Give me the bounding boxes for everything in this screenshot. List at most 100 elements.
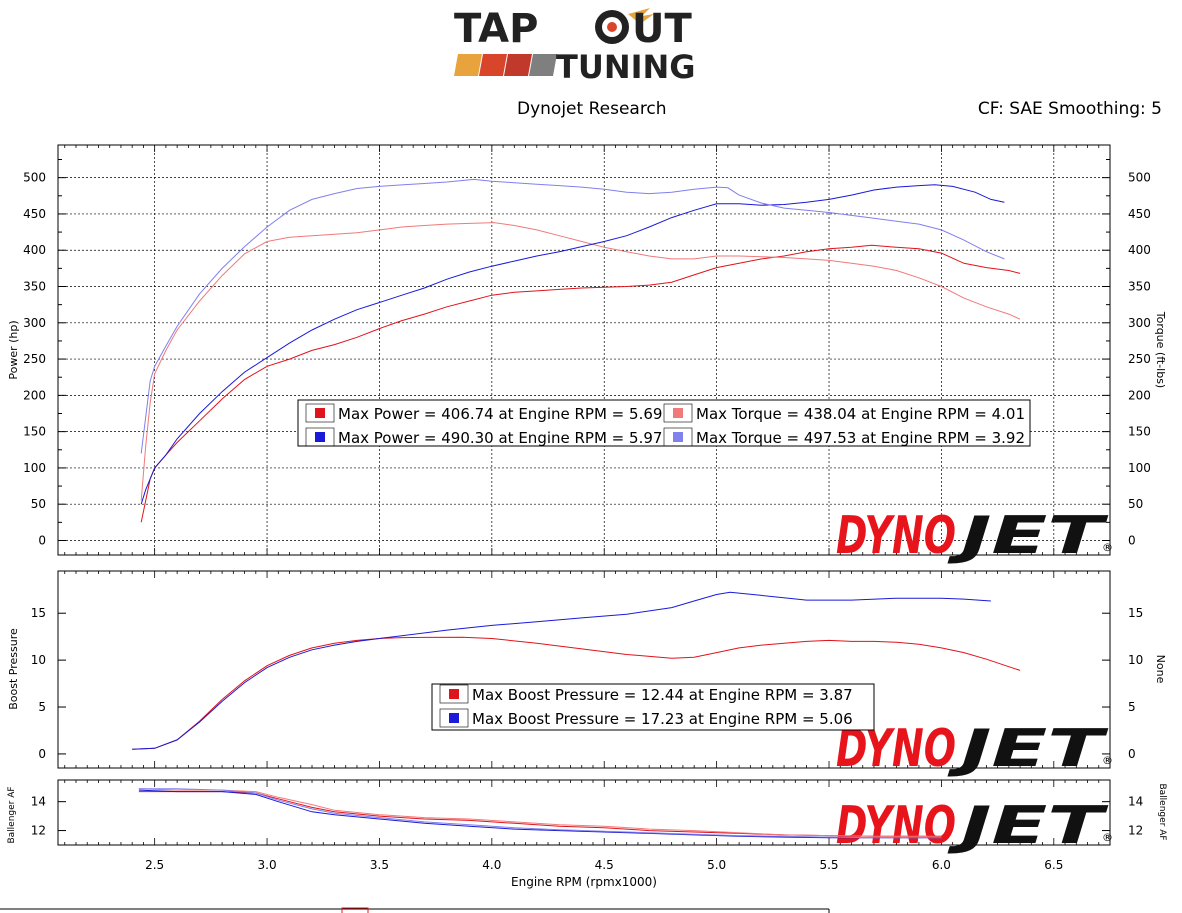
y-tick-label-right: 150: [1128, 425, 1151, 439]
y-tick-label-right: 50: [1128, 497, 1143, 511]
x-tick-label: 2.5: [145, 858, 164, 872]
y-tick-label: 50: [31, 497, 46, 511]
legend-swatch: [315, 432, 325, 442]
logo-bar: [504, 54, 532, 76]
y-tick-label: 300: [23, 316, 46, 330]
logo-bar: [529, 54, 557, 76]
watermark-jet: JET: [947, 719, 1109, 779]
y-tick-label: 12: [31, 824, 46, 838]
legend-entry: Max Torque = 497.53 at Engine RPM = 3.92: [696, 429, 1025, 447]
series-afr-1: [138, 788, 942, 837]
watermark-jet: JET: [947, 506, 1109, 566]
legend-swatch-frame: [663, 403, 693, 423]
y-tick-label: 100: [23, 461, 46, 475]
y-tick-label-right: 5: [1128, 700, 1136, 714]
watermark-registered: ®: [1102, 831, 1113, 844]
y-tick-label-right: 250: [1128, 352, 1151, 366]
y-tick-label-right: 0: [1128, 533, 1136, 547]
series-power-0: [140, 244, 1021, 523]
legend-entry: Max Power = 490.30 at Engine RPM = 5.97: [338, 429, 662, 447]
series-afr-3: [138, 788, 942, 839]
legend-swatch: [315, 408, 325, 418]
logo-text-tap: TAP: [454, 6, 538, 52]
x-tick-label: 6.0: [932, 858, 951, 872]
legend-entry: Max Power = 406.74 at Engine RPM = 5.69: [338, 405, 662, 423]
legend-swatch: [673, 408, 683, 418]
boost-panel-frame: [57, 570, 1111, 769]
bottom-legend-swatch: [341, 907, 369, 913]
legend-swatch-frame: [305, 427, 335, 447]
legend-entry: Max Torque = 438.04 at Engine RPM = 4.01: [696, 405, 1025, 423]
series-power-3: [140, 178, 1005, 454]
legend-swatch-frame: [663, 427, 693, 447]
report-title: Dynojet Research: [517, 99, 667, 119]
y-tick-label-right: 350: [1128, 280, 1151, 294]
y-tick-label-right: 450: [1128, 207, 1151, 221]
x-tick-label: 3.0: [258, 858, 277, 872]
series-boost-1: [132, 591, 991, 750]
y-tick-label-right: 500: [1128, 171, 1151, 185]
logo-bar: [454, 54, 482, 76]
legend-entry: Max Boost Pressure = 12.44 at Engine RPM…: [472, 686, 853, 704]
y-tick-label: 500: [23, 171, 46, 185]
y-tick-label: 15: [31, 606, 46, 620]
y-tick-label: 5: [38, 700, 46, 714]
y-tick-label: 0: [38, 747, 46, 761]
x-tick-label: 6.5: [1044, 858, 1063, 872]
y-tick-label: 250: [23, 352, 46, 366]
series-power-2: [140, 184, 1005, 505]
logo-text-tuning: TUNING: [556, 48, 696, 84]
legend-swatch-frame: [439, 684, 469, 704]
legend-swatch: [673, 432, 683, 442]
y-tick-label-right: 400: [1128, 243, 1151, 257]
afr-panel-frame: [57, 779, 1111, 846]
y-tick-label: 10: [31, 653, 46, 667]
watermark-jet: JET: [947, 796, 1109, 856]
y-tick-label-right: 14: [1128, 795, 1143, 809]
x-tick-label: 3.5: [370, 858, 389, 872]
y-tick-label: 350: [23, 280, 46, 294]
legend-swatch: [449, 713, 459, 723]
y-tick-label-right: 200: [1128, 388, 1151, 402]
y-tick-label: 450: [23, 207, 46, 221]
series-boost-0: [132, 636, 1021, 750]
power-panel-frame: [57, 144, 1111, 556]
y-tick-label-right: 300: [1128, 316, 1151, 330]
y-tick-label: 150: [23, 425, 46, 439]
legend-entry: Max Boost Pressure = 17.23 at Engine RPM…: [472, 710, 853, 728]
series-lines: [132, 178, 1021, 839]
boost-legend-box: [431, 683, 875, 731]
legend-swatch-frame: [439, 708, 469, 728]
watermark-registered: ®: [1102, 754, 1113, 767]
x-tick-label: 4.5: [595, 858, 614, 872]
correction-factor-info: CF: SAE Smoothing: 5: [977, 99, 1162, 119]
y-tick-label: 14: [31, 795, 46, 809]
power-ylabel: Power (hp): [7, 320, 20, 379]
y-tick-label: 200: [23, 388, 46, 402]
y-tick-label-right: 0: [1128, 747, 1136, 761]
y-tick-label-right: 100: [1128, 461, 1151, 475]
afr-ylabel-right: Ballenger AF: [1157, 783, 1167, 840]
watermark-dyno: DYNO: [836, 796, 956, 856]
watermark-registered: ®: [1102, 541, 1113, 554]
grid-lines: [58, 145, 1110, 555]
logo-text-ut: UT: [632, 6, 692, 52]
y-tick-label-right: 10: [1128, 653, 1143, 667]
legend-swatch: [449, 689, 459, 699]
series-power-1: [140, 222, 1021, 501]
logo-color-bars: [454, 54, 557, 76]
x-tick-label: 5.5: [819, 858, 838, 872]
series-afr-2: [138, 789, 942, 839]
y-tick-label: 400: [23, 243, 46, 257]
legend-swatch-frame: [305, 403, 335, 423]
boost-ylabel-right: None: [1154, 655, 1167, 684]
watermark-dyno: DYNO: [836, 506, 956, 566]
x-axis-label: Engine RPM (rpmx1000): [511, 875, 657, 889]
x-tick-label: 4.0: [482, 858, 501, 872]
logo-bar: [479, 54, 507, 76]
